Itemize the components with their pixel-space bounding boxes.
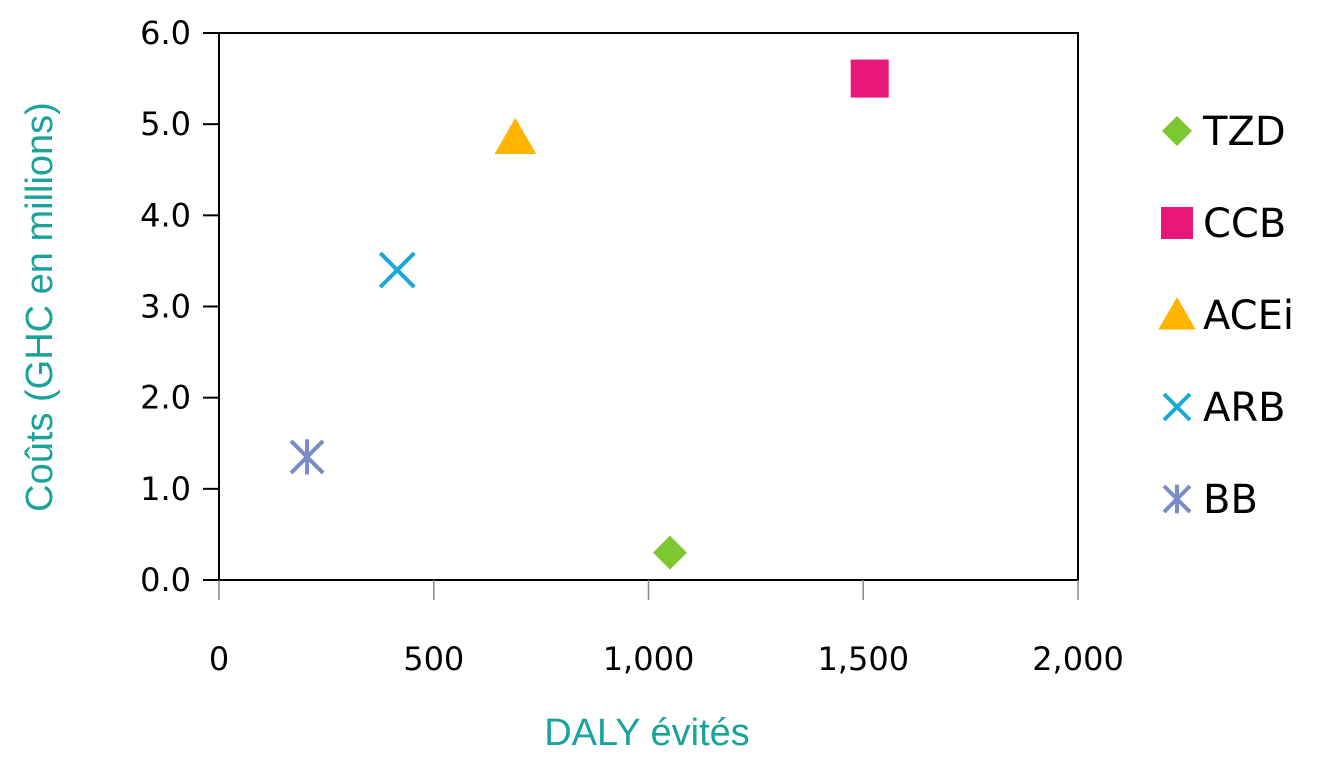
legend-item-arb: ARB [1162,385,1286,431]
y-axis-title: Coûts (GHC en millions) [19,102,61,512]
x-axis-title: DALY évités [544,712,750,754]
legend-label: BB [1203,477,1258,523]
legend-label: CCB [1203,201,1286,247]
y-tick-label: 5.0 [140,105,191,143]
data-point-tzd [652,535,687,570]
plot-border [218,32,1079,581]
x-tick-label: 500 [403,640,464,678]
legend-label: ACEi [1203,293,1294,339]
legend-marker [1162,484,1192,514]
data-point-arb [378,251,416,289]
y-axis: 0.0 1.0 2.0 3.0 4.0 5.0 6.0 [140,14,219,599]
x-axis: 0 500 1,000 1,500 2,000 [209,580,1124,678]
legend-label: ARB [1203,385,1286,431]
legend-marker [1162,392,1192,422]
legend-item-acei: ACEi [1158,293,1294,339]
data-point-bb [289,439,325,475]
legend-marker [1162,116,1192,146]
y-tick-label: 4.0 [140,196,191,234]
data-points [289,59,889,570]
y-tick-label: 6.0 [140,14,191,52]
y-tick-label: 3.0 [140,288,191,326]
legend: TZD CCB ACEi ARB BB [1158,109,1294,523]
data-point-ccb [850,59,889,98]
x-tick-label: 0 [209,640,229,678]
data-point-acei [494,117,537,154]
legend-marker [1158,297,1196,330]
legend-item-ccb: CCB [1161,201,1286,247]
y-tick-label: 0.0 [140,561,191,599]
legend-item-tzd: TZD [1162,109,1286,155]
x-tick-label: 1,500 [817,640,909,678]
legend-label: TZD [1202,109,1286,155]
x-tick-label: 2,000 [1032,640,1124,678]
legend-item-bb: BB [1162,477,1258,523]
x-tick-label: 1,000 [603,640,695,678]
y-tick-label: 2.0 [140,379,191,417]
y-tick-label: 1.0 [140,470,191,508]
legend-marker [1161,207,1193,239]
plot-area [218,32,1079,581]
